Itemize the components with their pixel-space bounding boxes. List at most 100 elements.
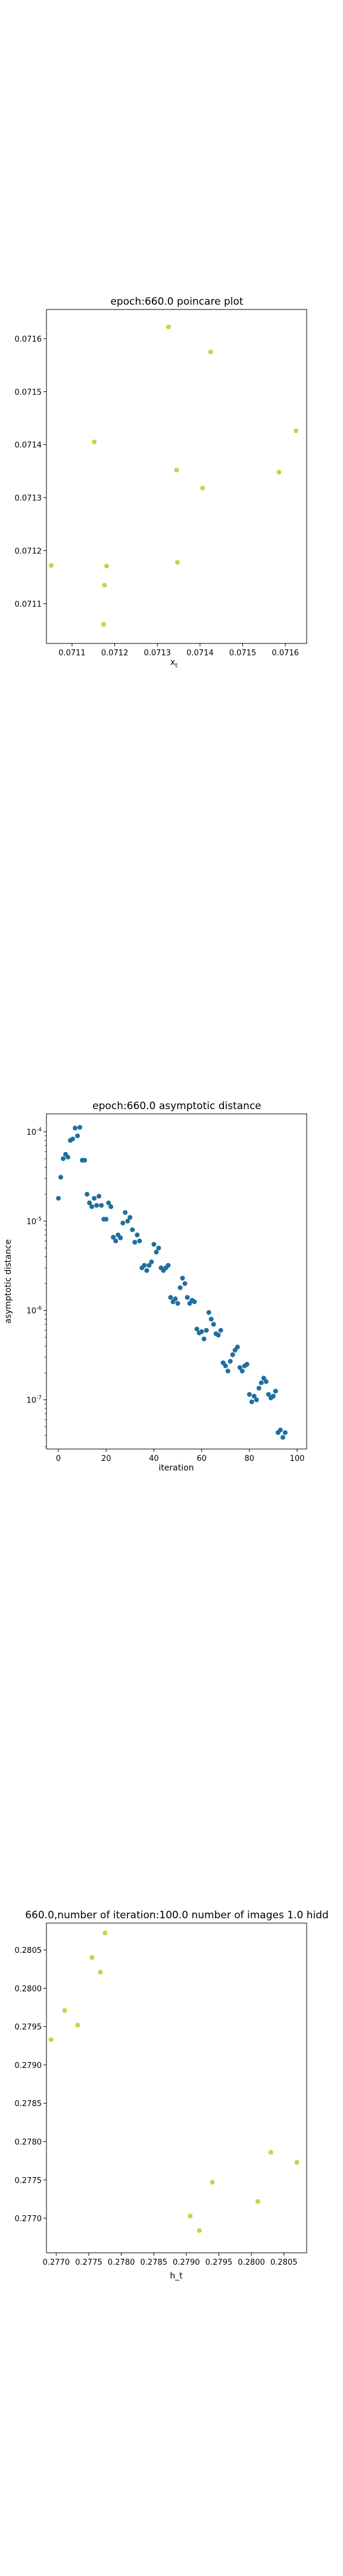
data-point: [130, 1227, 135, 1233]
data-point: [87, 1200, 92, 1206]
data-point: [282, 1430, 288, 1435]
x-tick-label: 0.2790: [173, 2258, 200, 2267]
data-point: [177, 1285, 183, 1290]
data-point: [89, 1204, 95, 1209]
data-point: [175, 1301, 180, 1306]
data-point: [166, 324, 171, 330]
y-tick-label: 0.2795: [15, 2023, 42, 2032]
data-point: [208, 1317, 214, 1322]
data-point: [149, 1259, 154, 1265]
x-tick-label: 0.0711: [58, 649, 86, 658]
data-point: [276, 469, 282, 475]
data-point: [70, 1137, 76, 1142]
data-point: [108, 1204, 114, 1209]
data-point: [56, 1196, 61, 1201]
data-point: [154, 1249, 159, 1255]
data-point: [247, 1392, 252, 1397]
data-point: [266, 1392, 271, 1397]
data-point: [168, 1295, 173, 1300]
data-point: [210, 2179, 215, 2185]
data-point: [101, 622, 106, 627]
x-tick-label: 0.0715: [229, 649, 257, 658]
data-point: [132, 1240, 138, 1245]
data-point: [225, 1368, 230, 1374]
data-point: [142, 1263, 147, 1268]
data-point: [61, 1156, 66, 1162]
asymptotic-ticks: 0 20 40 60 80 100 10-4 10-5 10-6 10-7: [26, 1127, 304, 1463]
y-tick-label: 0.0713: [15, 494, 42, 503]
data-point: [94, 1203, 99, 1208]
x-tick-label: 80: [245, 1454, 255, 1463]
data-point: [249, 1399, 254, 1404]
y-tick-label: 0.2785: [15, 2100, 42, 2109]
hidden-ticks: 0.2770 0.2775 0.2780 0.2785 0.2790 0.2795 0.28…: [15, 1946, 298, 2267]
data-point: [104, 564, 110, 569]
data-point: [192, 1299, 197, 1305]
hidden-xlabel: h_t: [170, 2271, 183, 2281]
x-tick-label: 0.0714: [186, 649, 214, 658]
data-point: [113, 1239, 119, 1244]
data-point: [66, 1154, 71, 1160]
data-point: [261, 1376, 266, 1381]
data-point: [146, 1263, 152, 1268]
x-tick-label: 0.0713: [144, 649, 172, 658]
x-tick-label: 0.0716: [272, 649, 299, 658]
asymptotic-plot-area: [46, 1113, 307, 1450]
data-point: [180, 1275, 185, 1281]
y-tick-label: 0.2770: [15, 2215, 42, 2224]
data-point: [48, 563, 54, 568]
data-point: [127, 1215, 133, 1220]
data-point: [294, 428, 299, 434]
data-point: [85, 1191, 90, 1197]
asymptotic-points: [56, 1125, 288, 1440]
data-point: [102, 583, 107, 588]
data-point: [174, 467, 179, 473]
x-tick-label: 60: [197, 1454, 207, 1463]
data-point: [256, 1386, 261, 1391]
x-tick-label: 0: [56, 1454, 61, 1463]
data-point: [174, 560, 180, 565]
data-point: [239, 1368, 245, 1374]
data-point: [89, 1955, 95, 1960]
data-point: [227, 1358, 233, 1364]
data-point: [218, 1327, 223, 1333]
x-tick-label: 0.2785: [141, 2258, 168, 2267]
asymptotic-title: epoch:660.0 asymptotic distance: [92, 1100, 261, 1112]
y-tick-label: 0.0712: [15, 547, 42, 556]
x-tick-label: 0.2795: [205, 2258, 233, 2267]
data-point: [92, 1196, 97, 1201]
asymptotic-distance-plot: epoch:660.0 asymptotic distance 0 20 40 60 8…: [4, 1100, 307, 1473]
y-tick-label: 10-4: [26, 1127, 42, 1137]
data-point: [268, 2150, 273, 2155]
data-point: [75, 2023, 80, 2028]
x-tick-label: 0.2775: [75, 2258, 102, 2267]
data-point: [92, 439, 97, 445]
data-point: [135, 1233, 140, 1238]
data-point: [273, 1389, 278, 1394]
data-point: [200, 485, 205, 491]
hidden-plot-area: [46, 1922, 307, 2253]
data-point: [58, 1175, 64, 1180]
hidden-title: 660.0,number of iteration:100.0 number o…: [25, 1909, 329, 1921]
data-point: [77, 1125, 83, 1130]
data-point: [156, 1245, 161, 1250]
data-point: [201, 1336, 207, 1342]
y-tick-label: 0.0715: [15, 388, 42, 397]
data-point: [96, 1194, 102, 1199]
y-tick-label: 0.2780: [15, 2138, 42, 2147]
data-point: [199, 1329, 204, 1335]
data-point: [120, 1221, 126, 1226]
data-point: [237, 1365, 242, 1370]
asymptotic-ylabel: asymptotic distance: [4, 1239, 13, 1324]
hidden-state-plot: 660.0,number of iteration:100.0 number o…: [15, 1909, 329, 2281]
data-point: [185, 1295, 190, 1300]
data-point: [166, 1263, 171, 1268]
data-point: [125, 1218, 130, 1224]
data-point: [254, 1397, 259, 1402]
data-point: [294, 2160, 300, 2165]
data-point: [263, 1379, 269, 1384]
x-tick-label: 20: [101, 1454, 111, 1463]
data-point: [75, 1133, 80, 1138]
y-tick-label: 0.0714: [15, 441, 42, 450]
